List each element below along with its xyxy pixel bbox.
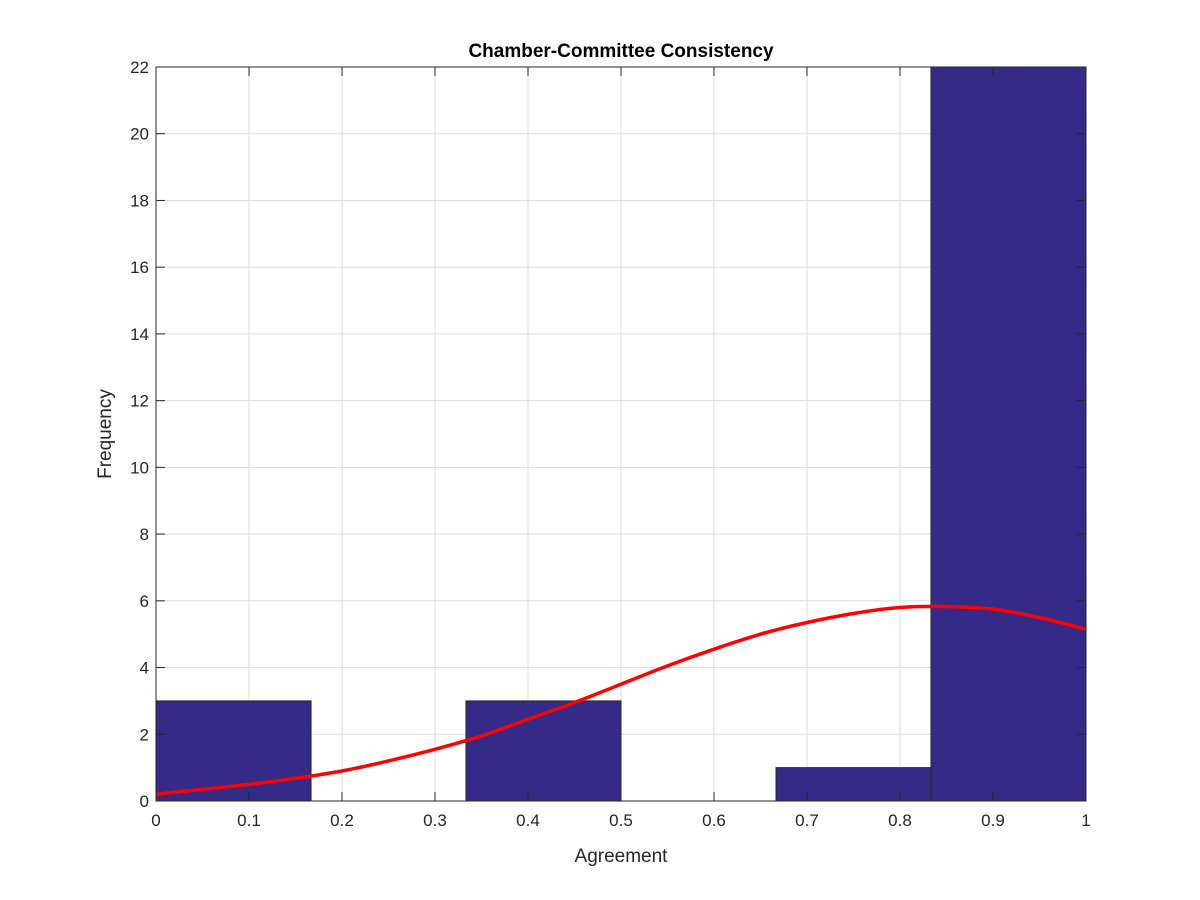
- x-tick-label: 0.7: [795, 811, 819, 830]
- histogram-bar: [465, 700, 622, 802]
- axes: [155, 66, 1087, 802]
- y-tick-label: 6: [140, 592, 149, 611]
- histogram-bar: [775, 767, 932, 802]
- fit-curve-line: [155, 604, 1087, 797]
- axes-box: [155, 66, 1087, 802]
- x-tick-label: 0.6: [702, 811, 726, 830]
- y-tick-label: 16: [130, 258, 149, 277]
- x-tick-label: 0: [151, 811, 160, 830]
- y-tick-label: 2: [140, 725, 149, 744]
- y-tick-label: 4: [140, 659, 149, 678]
- histogram-bar: [930, 66, 1087, 802]
- x-tick-label: 1: [1081, 811, 1090, 830]
- y-tick-label: 0: [140, 792, 149, 811]
- y-tick-label: 12: [130, 392, 149, 411]
- fit-curve-group: [155, 604, 1087, 797]
- x-tick-label: 0.2: [330, 811, 354, 830]
- chart-title: Chamber-Committee Consistency: [468, 41, 774, 62]
- x-tick-label: 0.5: [609, 811, 633, 830]
- x-tick-label: 0.4: [516, 811, 540, 830]
- y-tick-label: 8: [140, 525, 149, 544]
- y-tick-label: 10: [130, 458, 149, 477]
- y-tick-label: 18: [130, 191, 149, 210]
- y-tick-labels: 0 2 4 6 8 10 12 14 16 18 20 22: [130, 58, 149, 811]
- histogram-bars: [155, 66, 1087, 802]
- x-tick-label: 0.1: [237, 811, 261, 830]
- y-tick-label: 20: [130, 125, 149, 144]
- x-axis-label: Agreement: [575, 846, 669, 867]
- y-tick-label: 14: [130, 325, 149, 344]
- x-tick-label: 0.3: [423, 811, 447, 830]
- y-tick-label: 22: [130, 58, 149, 77]
- x-tick-label: 0.9: [981, 811, 1005, 830]
- x-tick-label: 0.8: [888, 811, 912, 830]
- y-axis-label: Frequency: [95, 389, 116, 479]
- x-tick-labels: 0 0.1 0.2 0.3 0.4 0.5 0.6 0.7 0.8 0.9 1: [151, 811, 1090, 830]
